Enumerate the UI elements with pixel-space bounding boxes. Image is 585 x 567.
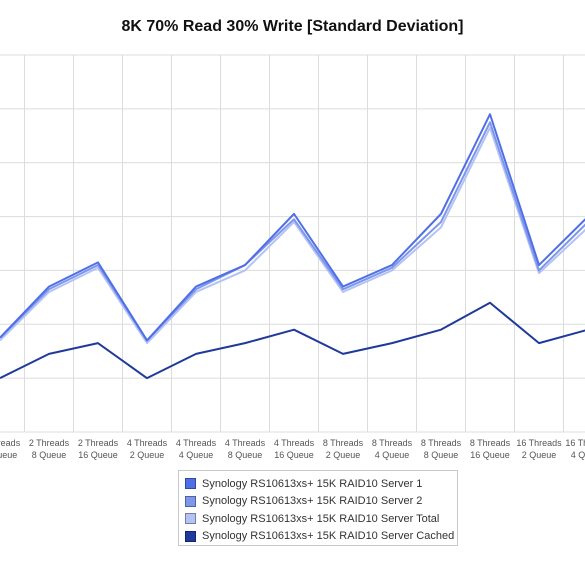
x-tick-label: 4 Threads [176,438,217,448]
series-line [0,121,585,342]
x-tick-label: 8 Threads [323,438,364,448]
series-line [0,126,585,345]
legend-item: Synology RS10613xs+ 15K RAID10 Server 1 [185,475,457,493]
chart-title: 8K 70% Read 30% Write [Standard Deviatio… [121,18,464,35]
x-tick-label: 2 Threads [0,438,21,448]
x-tick-label: 8 Queue [424,450,459,460]
legend-swatch [185,530,196,542]
x-tick-label: 16 Threads [516,438,562,448]
x-tick-label: 8 Queue [32,450,67,460]
x-tick-label: 4 Queue [571,450,585,460]
x-tick-label: 8 Threads [470,438,511,448]
legend: Synology RS10613xs+ 15K RAID10 Server 1 S… [178,470,458,546]
x-tick-label: 16 Threads [565,438,585,448]
legend-label: Synology RS10613xs+ 15K RAID10 Server Ca… [202,530,455,543]
x-tick-label: 2 Threads [78,438,119,448]
grid [0,54,585,433]
legend-label: Synology RS10613xs+ 15K RAID10 Server To… [202,512,440,525]
x-tick-label: 4 Threads [225,438,266,448]
x-tick-label: 16 Queue [78,450,118,460]
x-tick-label: 16 Queue [470,450,510,460]
x-tick-label: 8 Threads [421,438,462,448]
x-tick-label: 8 Threads [372,438,413,448]
legend-label: Synology RS10613xs+ 15K RAID10 Server 2 [202,495,423,508]
x-tick-label: 4 Queue [179,450,214,460]
x-tick-label: 2 Threads [29,438,70,448]
legend-item: Synology RS10613xs+ 15K RAID10 Server 2 [185,493,457,511]
legend-item: Synology RS10613xs+ 15K RAID10 Server Ca… [185,528,457,546]
legend-swatch [185,513,196,525]
x-tick-label: 4 Threads [274,438,315,448]
x-tick-label: 4 Queue [0,450,17,460]
series-line [0,301,585,380]
x-tick-label: 4 Queue [375,450,410,460]
x-axis: 2 Threads 4 Queue 2 Threads 8 Queue 2 Thread… [0,438,585,460]
x-tick-label: 2 Queue [522,450,557,460]
legend-swatch [185,478,196,490]
x-tick-label: 2 Queue [326,450,361,460]
series-layer [0,113,585,380]
x-tick-label: 8 Queue [228,450,263,460]
x-tick-label: 16 Queue [274,450,314,460]
legend-item: Synology RS10613xs+ 15K RAID10 Server To… [185,510,457,528]
series-line [0,113,585,342]
x-tick-label: 2 Queue [130,450,165,460]
x-tick-label: 4 Threads [127,438,168,448]
legend-swatch [185,495,196,507]
legend-label: Synology RS10613xs+ 15K RAID10 Server 1 [202,477,423,490]
